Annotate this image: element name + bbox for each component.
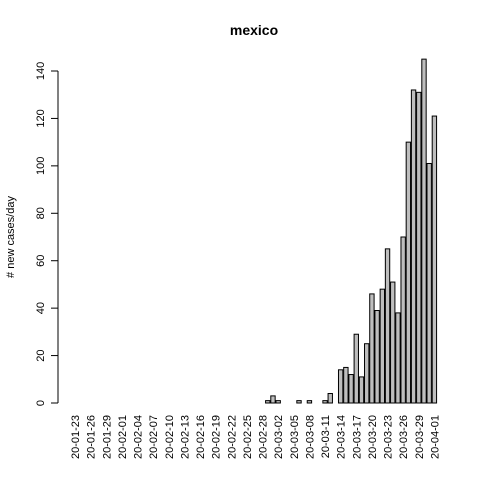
bar-20-03-12 (327, 393, 333, 404)
bar-20-03-18 (358, 376, 365, 404)
bar-20-03-24 (390, 281, 396, 404)
y-tick-label: 120 (35, 109, 47, 127)
x-tick-label: 20-01-26 (86, 415, 98, 459)
bar-20-03-15 (343, 366, 349, 404)
x-tick-label: 20-02-10 (164, 415, 176, 459)
bar-20-03-21 (374, 310, 380, 404)
x-tick-label: 20-03-05 (289, 415, 301, 459)
bar-20-03-16 (348, 374, 354, 404)
bar-20-03-08 (306, 400, 313, 404)
x-tick-label: 20-03-23 (383, 415, 395, 459)
bar-20-03-22 (379, 288, 386, 404)
bar-20-03-02 (275, 400, 281, 404)
bar-20-03-19 (364, 343, 370, 404)
x-tick-label: 20-04-01 (429, 415, 441, 459)
bar-20-03-28 (410, 89, 417, 404)
bar-20-03-14 (337, 369, 344, 404)
x-tick-label: 20-01-29 (101, 415, 113, 459)
chart-title: mexico (230, 22, 278, 38)
bar-20-03-27 (405, 141, 412, 404)
bar-20-03-29 (416, 91, 422, 404)
x-tick-label: 20-01-23 (70, 415, 82, 459)
x-tick-label: 20-03-02 (273, 415, 285, 459)
x-tick-label: 20-03-08 (304, 415, 316, 459)
x-tick-label: 20-02-28 (258, 415, 270, 459)
x-tick-label: 20-02-13 (179, 415, 191, 459)
x-tick-label: 20-02-01 (117, 415, 129, 459)
x-tick-label: 20-03-17 (351, 415, 363, 459)
bar-20-03-06 (296, 400, 302, 404)
bar-20-03-31 (426, 162, 432, 404)
y-tick-label: 140 (35, 62, 47, 80)
bar-20-03-23 (384, 248, 391, 404)
y-axis: 0 20 40 60 80 100 120 140 (35, 62, 59, 406)
y-axis-label: # new cases/day (5, 196, 17, 278)
y-tick-label: 40 (35, 302, 47, 314)
x-tick-label: 20-03-14 (336, 415, 348, 459)
bars-group (265, 58, 438, 404)
bar-20-03-01 (270, 395, 276, 404)
bar-20-03-26 (400, 236, 406, 404)
x-tick-label: 20-02-04 (133, 415, 145, 459)
bar-20-03-20 (369, 293, 375, 404)
x-axis: 20-01-23 20-01-26 20-01-29 20-02-01 20-02-04… (70, 415, 441, 459)
y-tick-label: 0 (35, 400, 47, 406)
bar-20-03-25 (395, 312, 401, 404)
x-tick-label: 20-02-07 (148, 415, 160, 459)
bar-20-02-29 (265, 400, 271, 404)
x-tick-label: 20-02-22 (226, 415, 238, 459)
x-tick-label: 20-02-25 (242, 415, 254, 459)
y-tick-label: 100 (35, 157, 47, 175)
x-tick-label: 20-03-26 (398, 415, 410, 459)
x-tick-label: 20-02-16 (195, 415, 207, 459)
bar-20-03-17 (353, 333, 359, 404)
y-tick-label: 60 (35, 255, 47, 267)
y-tick-label: 20 (35, 349, 47, 361)
bar-20-04-01 (431, 115, 438, 404)
bar-20-03-30 (421, 58, 427, 404)
x-tick-label: 20-03-20 (367, 415, 379, 459)
x-tick-label: 20-03-29 (414, 415, 426, 459)
x-tick-label: 20-02-19 (211, 415, 223, 459)
x-tick-label: 20-03-11 (320, 415, 332, 458)
bar-20-03-11 (322, 400, 328, 404)
y-tick-label: 80 (35, 207, 47, 219)
